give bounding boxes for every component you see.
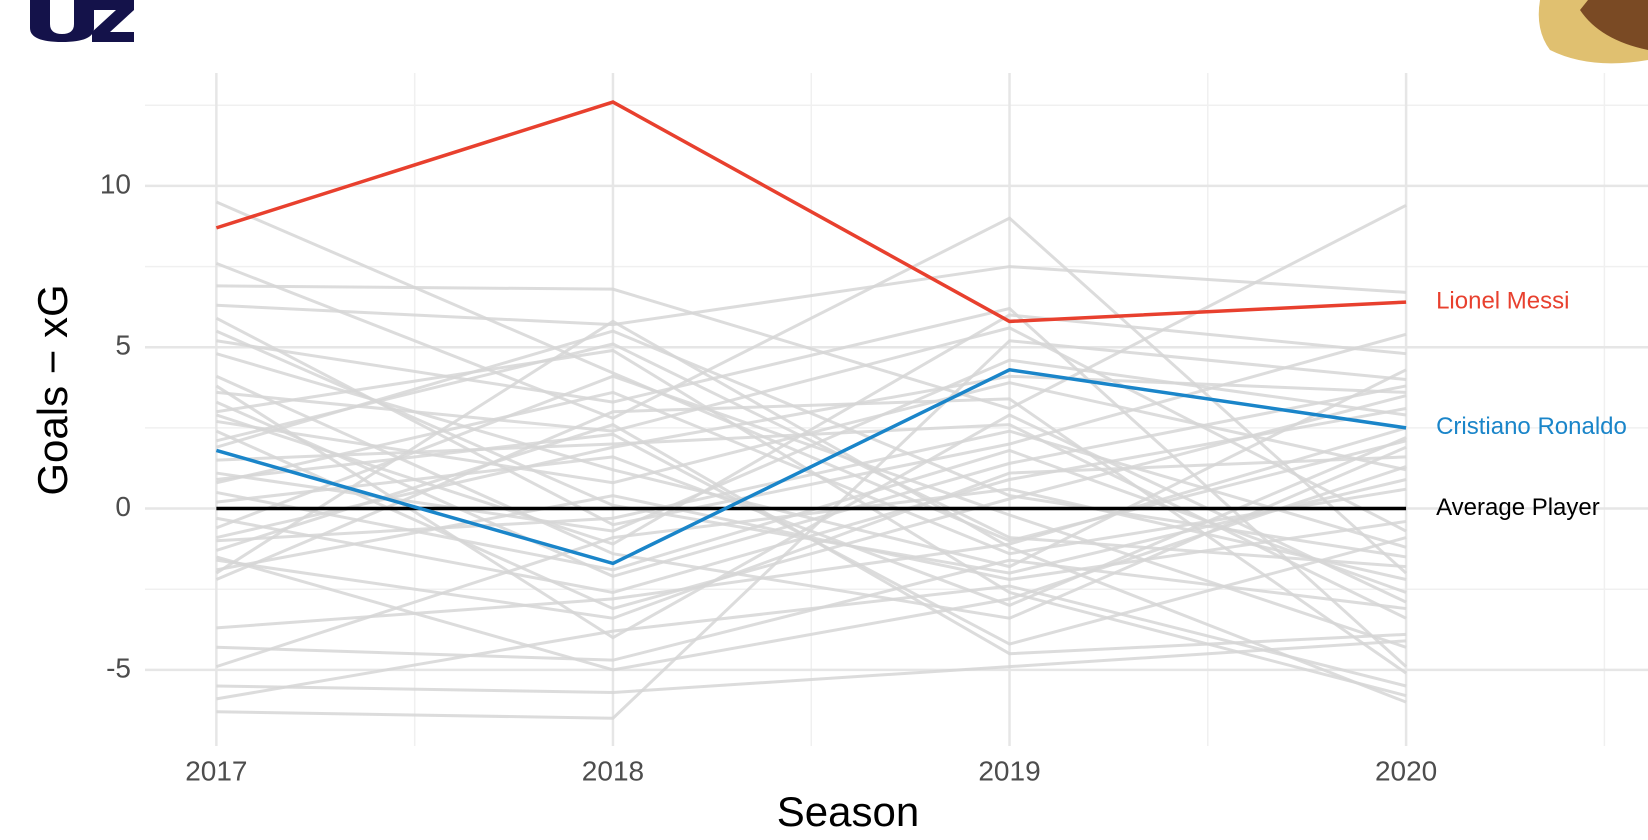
player-line <box>216 326 1407 533</box>
y-tick-label: 5 <box>115 330 131 361</box>
player-line <box>215 319 1407 704</box>
x-axis-title: Season <box>777 788 919 835</box>
x-tick-label: 2020 <box>1375 755 1437 786</box>
player-line <box>215 313 1407 546</box>
player-line <box>215 216 1408 575</box>
player-line <box>216 306 1408 668</box>
y-tick-label: 0 <box>115 491 131 522</box>
y-tick-label: 10 <box>100 168 131 199</box>
player-line <box>216 265 1407 327</box>
player-line <box>216 432 1407 646</box>
series-label: Cristiano Ronaldo <box>1436 413 1627 440</box>
player-line <box>216 455 1407 620</box>
logo <box>30 0 134 42</box>
player-line <box>215 384 1407 578</box>
series-line <box>215 100 1407 324</box>
player-line <box>216 342 1407 569</box>
player-line <box>215 374 1407 649</box>
player-line <box>216 407 1407 594</box>
player-line <box>216 203 1407 411</box>
fist-image <box>1538 0 1648 64</box>
player-line <box>215 397 1407 675</box>
player-line <box>215 394 1407 611</box>
x-tick-label: 2018 <box>582 755 644 786</box>
player-line <box>216 639 1407 694</box>
x-tick-label: 2017 <box>185 755 247 786</box>
x-tick-label: 2019 <box>978 755 1040 786</box>
series-line <box>215 368 1407 566</box>
player-line <box>216 429 1407 549</box>
player-line <box>215 316 1407 527</box>
y-axis-title: Goals − xG <box>29 284 76 495</box>
player-line <box>216 558 1407 662</box>
series-label: Lionel Messi <box>1436 287 1569 314</box>
y-tick-label: -5 <box>106 652 131 683</box>
player-line <box>216 584 1407 701</box>
player-line <box>215 465 1407 672</box>
series-label: Average Player <box>1436 494 1600 521</box>
player-line <box>216 374 1407 540</box>
player-line <box>216 339 1407 720</box>
